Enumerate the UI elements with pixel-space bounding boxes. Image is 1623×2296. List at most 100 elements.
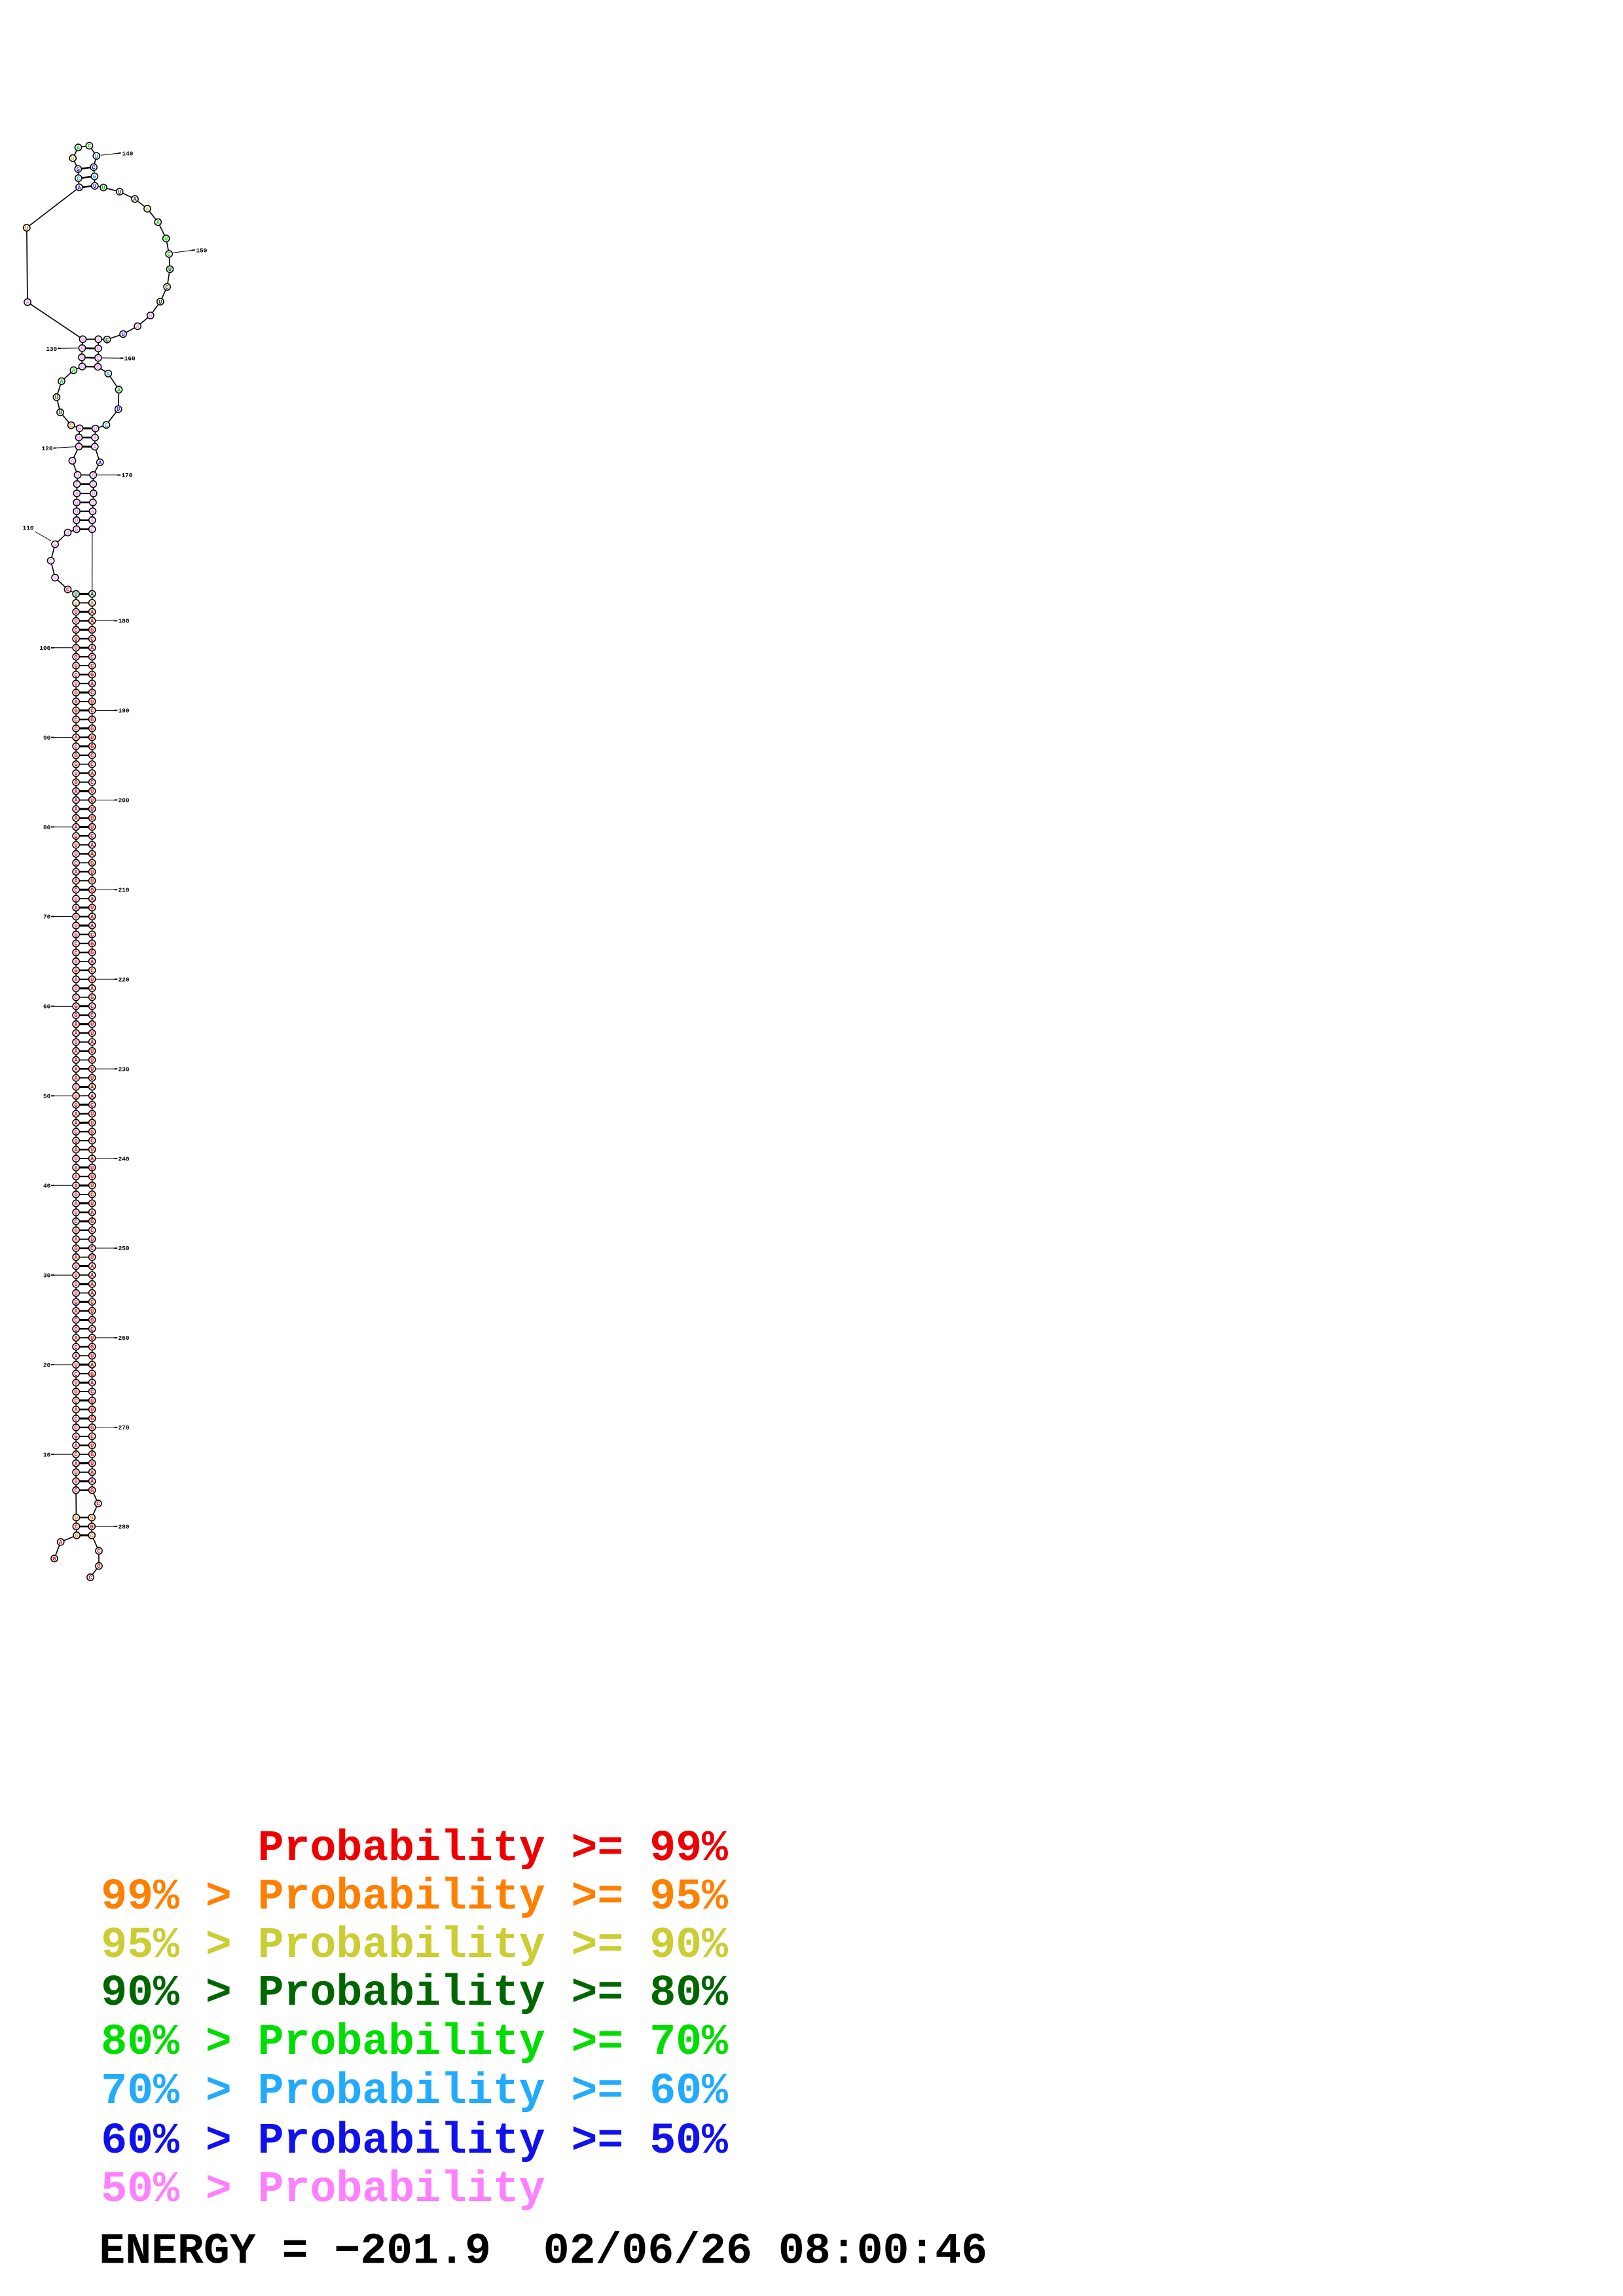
svg-text:C: C — [105, 422, 109, 429]
svg-text:U: U — [90, 869, 94, 876]
svg-text:A: A — [75, 491, 79, 497]
svg-text:U: U — [74, 1291, 77, 1297]
svg-text:U: U — [76, 473, 79, 479]
svg-text:C: C — [90, 780, 94, 786]
svg-text:A: A — [90, 986, 94, 992]
svg-text:U: U — [90, 1443, 94, 1449]
svg-text:150: 150 — [196, 247, 208, 254]
svg-text:A: A — [77, 185, 81, 191]
svg-text:C: C — [92, 165, 96, 171]
svg-text:C: C — [90, 753, 94, 759]
svg-text:160: 160 — [124, 355, 136, 363]
svg-text:C: C — [74, 1344, 78, 1351]
svg-text:U: U — [90, 797, 94, 804]
svg-text:A: A — [74, 1174, 78, 1181]
svg-text:A: A — [74, 1049, 78, 1055]
svg-text:U: U — [74, 914, 77, 921]
svg-text:A: A — [90, 1272, 94, 1279]
svg-text:80% > Probability >= 70%: 80% > Probability >= 70% — [101, 2018, 728, 2067]
svg-text:U: U — [90, 1120, 94, 1126]
svg-text:A: A — [90, 1156, 94, 1162]
svg-text:170: 170 — [122, 472, 133, 479]
svg-text:C: C — [88, 143, 92, 150]
svg-text:A: A — [74, 825, 78, 831]
svg-text:A: A — [74, 1165, 78, 1172]
svg-text:A: A — [59, 1539, 63, 1546]
svg-text:G: G — [90, 1488, 94, 1494]
svg-text:A: A — [71, 458, 75, 465]
svg-text:U: U — [90, 1049, 94, 1055]
svg-text:G: G — [74, 833, 77, 840]
svg-text:A: A — [74, 806, 78, 813]
svg-text:C: C — [90, 636, 94, 643]
svg-text:G: G — [93, 174, 96, 181]
svg-text:U: U — [96, 346, 100, 353]
svg-text:U: U — [90, 1461, 94, 1467]
svg-text:U: U — [94, 426, 97, 433]
svg-text:A: A — [74, 1147, 78, 1154]
svg-text:G: G — [74, 1434, 77, 1441]
svg-text:A: A — [74, 977, 78, 983]
svg-text:G: G — [90, 1318, 94, 1324]
svg-text:A: A — [133, 196, 137, 203]
svg-text:250: 250 — [119, 1245, 130, 1252]
svg-text:A: A — [90, 645, 94, 652]
svg-text:U: U — [90, 1022, 94, 1028]
svg-text:C: C — [74, 726, 78, 732]
svg-text:G: G — [74, 1192, 77, 1198]
svg-text:G: G — [74, 708, 77, 715]
svg-text:270: 270 — [119, 1424, 130, 1431]
svg-text:G: G — [90, 726, 94, 732]
svg-text:U: U — [71, 156, 75, 162]
svg-text:C: C — [74, 744, 78, 750]
svg-text:U: U — [74, 1479, 77, 1485]
svg-text:90% > Probability >= 80%: 90% > Probability >= 80% — [101, 1969, 728, 2018]
svg-text:U: U — [90, 699, 94, 706]
svg-text:280: 280 — [119, 1523, 130, 1530]
svg-text:U: U — [74, 923, 77, 929]
svg-text:G: G — [74, 968, 77, 975]
svg-text:30: 30 — [43, 1272, 51, 1279]
svg-text:U: U — [77, 444, 81, 450]
svg-text:C: C — [74, 1219, 78, 1225]
svg-text:A: A — [81, 346, 84, 352]
svg-text:A: A — [90, 1210, 94, 1216]
svg-text:G: G — [97, 1564, 100, 1570]
svg-text:C: C — [74, 1452, 78, 1458]
svg-text:C: C — [90, 1246, 94, 1252]
svg-text:G: G — [90, 950, 94, 956]
svg-text:U: U — [93, 183, 96, 190]
svg-text:G: G — [90, 1129, 94, 1136]
svg-text:U: U — [81, 336, 84, 343]
svg-text:A: A — [107, 371, 111, 378]
svg-text:60: 60 — [43, 1003, 51, 1011]
svg-text:U: U — [74, 609, 77, 616]
svg-text:U: U — [90, 1255, 94, 1261]
svg-text:130: 130 — [46, 346, 57, 353]
svg-text:C: C — [90, 1102, 94, 1109]
svg-text:C: C — [97, 1549, 101, 1555]
svg-text:C: C — [74, 950, 78, 956]
svg-text:200: 200 — [119, 797, 130, 804]
svg-text:U: U — [90, 1174, 94, 1181]
svg-text:G: G — [75, 1533, 78, 1539]
svg-text:G: G — [90, 1398, 94, 1405]
svg-text:A: A — [145, 206, 149, 213]
svg-text:A: A — [156, 220, 160, 226]
svg-text:A: A — [74, 1058, 78, 1064]
svg-text:A: A — [72, 368, 76, 374]
svg-text:G: G — [74, 654, 77, 660]
svg-text:A: A — [90, 1362, 94, 1369]
svg-text:U: U — [90, 1335, 94, 1342]
svg-text:C: C — [90, 1192, 94, 1198]
svg-text:A: A — [90, 518, 94, 524]
svg-text:G: G — [90, 1344, 94, 1351]
svg-text:A: A — [74, 699, 78, 706]
svg-text:40: 40 — [43, 1183, 51, 1190]
svg-text:U: U — [74, 1039, 77, 1046]
svg-text:U: U — [117, 406, 120, 413]
svg-text:50% > Probability: 50% > Probability — [101, 2165, 545, 2214]
svg-text:A: A — [90, 1291, 94, 1297]
svg-text:G: G — [74, 1228, 77, 1234]
svg-text:G: G — [74, 780, 77, 786]
